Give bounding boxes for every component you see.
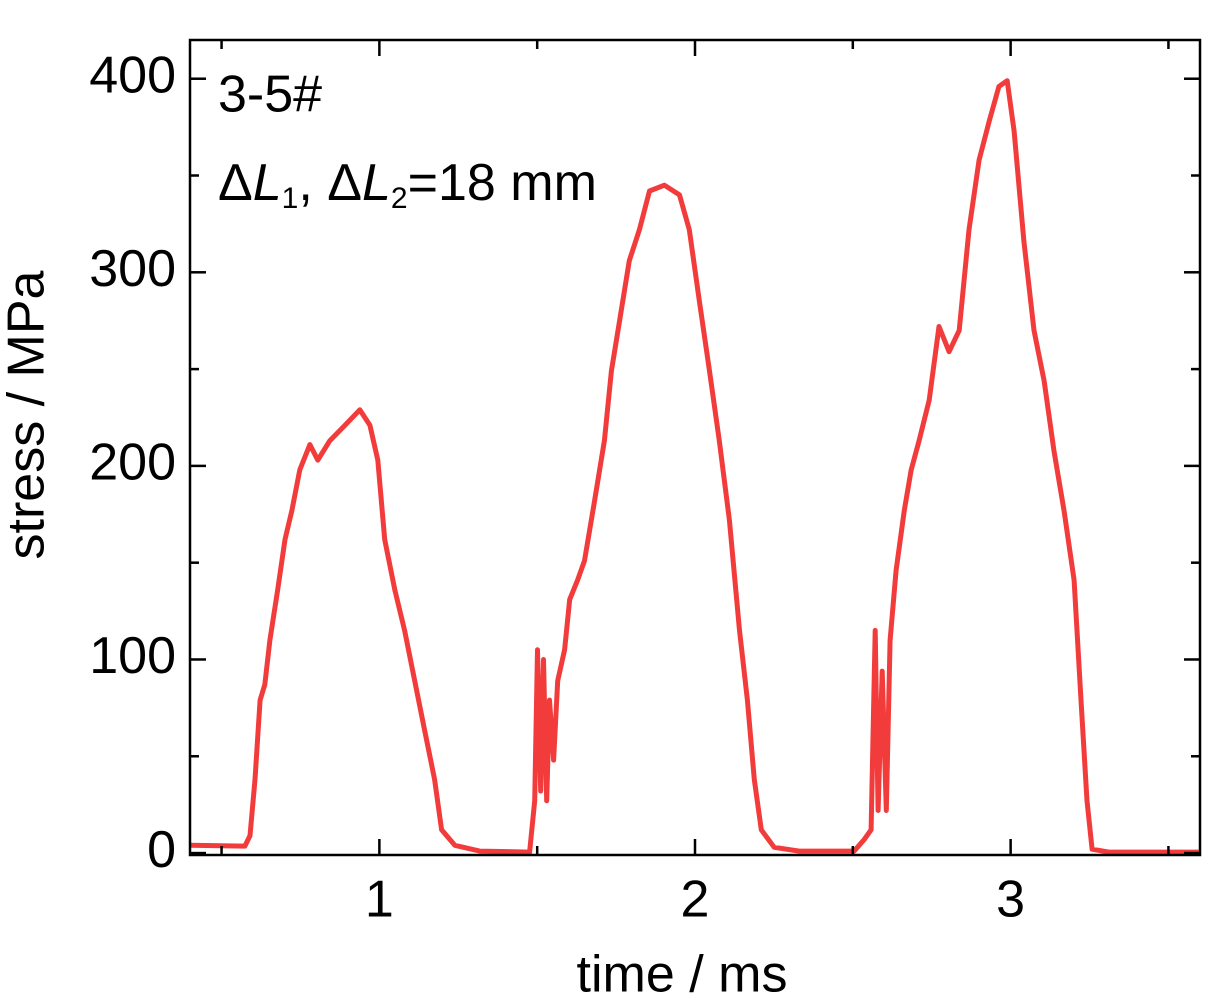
x-tick-label: 2	[681, 871, 710, 929]
y-tick-label: 0	[147, 821, 176, 879]
annotation-part: L	[362, 154, 391, 212]
data-line	[189, 78, 1199, 855]
annotation-part: L	[253, 154, 282, 212]
annotation-part: , Δ	[298, 154, 362, 212]
x-tick-label: 1	[365, 871, 394, 929]
y-tick-label: 200	[89, 434, 176, 492]
annotation-part: 1	[282, 182, 299, 215]
annotation: ΔL1, ΔL2=18 mm	[218, 154, 597, 215]
annotation-part: =18 mm	[408, 154, 597, 212]
y-tick-label: 400	[89, 46, 176, 104]
annotation-part: 2	[391, 182, 408, 215]
annotation-part: Δ	[218, 154, 253, 212]
y-axis-label: stress / MPa	[0, 270, 56, 559]
annotation: 3-5#	[218, 66, 322, 124]
y-tick-label: 300	[89, 240, 176, 298]
y-tick-label: 100	[89, 627, 176, 685]
x-axis-label: time / ms	[577, 946, 788, 1004]
x-tick-label: 3	[996, 871, 1025, 929]
